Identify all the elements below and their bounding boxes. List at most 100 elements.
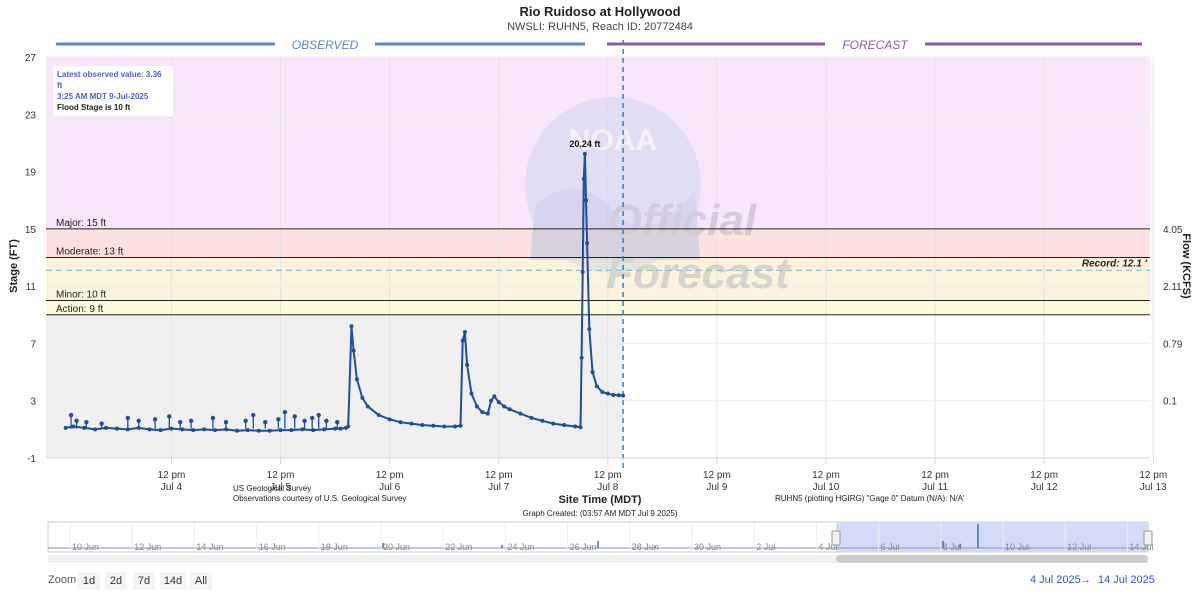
data-point bbox=[234, 428, 239, 433]
data-point bbox=[453, 424, 458, 429]
data-point bbox=[573, 424, 578, 429]
threshold-lines: Major: 15 ft Moderate: 13 ft Minor: 10 ft A… bbox=[46, 40, 1150, 470]
spike-point bbox=[125, 415, 131, 421]
data-point bbox=[420, 423, 425, 428]
data-point bbox=[245, 428, 250, 433]
zoom-1d-button[interactable]: 1d bbox=[78, 572, 100, 590]
y-axis-title-wrap: Stage (FT) bbox=[4, 230, 24, 310]
navigator-label: 6 Jul bbox=[881, 542, 900, 552]
navigator-handle[interactable] bbox=[831, 530, 841, 546]
record-label: Record: 12.1 ' bbox=[1082, 258, 1148, 269]
x-tick-label: 12 pm bbox=[921, 470, 949, 481]
range-arrow: → bbox=[1080, 574, 1091, 586]
data-point bbox=[518, 411, 523, 416]
data-point bbox=[71, 424, 76, 429]
zoom-2d-button[interactable]: 2d bbox=[105, 572, 127, 590]
scrollbar-track bbox=[48, 555, 1148, 563]
navigator-label: 14 Jul bbox=[1129, 542, 1153, 552]
data-point bbox=[322, 427, 327, 432]
data-point bbox=[158, 428, 163, 433]
navigator-label: 12 Jun bbox=[134, 542, 161, 552]
navigator-label: 10 Jun bbox=[72, 542, 99, 552]
data-point bbox=[300, 427, 305, 432]
navigator-label: 26 Jun bbox=[570, 542, 597, 552]
y2-axis-title-wrap: Flow (KCFS) bbox=[1176, 230, 1196, 310]
zoom-all-button[interactable]: All bbox=[190, 572, 212, 590]
data-point bbox=[582, 151, 587, 156]
chart-title: Rio Ruidoso at Hollywood bbox=[519, 4, 681, 19]
x-tick-label: Jul 4 bbox=[161, 482, 183, 493]
data-point bbox=[605, 391, 610, 396]
datum-note: RUHN5 (plotting HGIRG) "Gage 0" Datum (N… bbox=[775, 494, 965, 503]
zoom-label: Zoom bbox=[48, 574, 77, 586]
spike-point bbox=[251, 412, 256, 418]
data-point bbox=[551, 421, 556, 426]
data-point bbox=[267, 428, 272, 433]
threshold-label-moderate: Moderate: 13 ft bbox=[56, 247, 123, 258]
zoom-7d-button[interactable]: 7d bbox=[133, 572, 155, 590]
y2-tick-label: 2.11 bbox=[1163, 282, 1182, 293]
data-point bbox=[376, 413, 381, 418]
data-point bbox=[587, 327, 592, 332]
y2-tick-label: 4.05 bbox=[1163, 225, 1183, 236]
data-point bbox=[387, 417, 392, 422]
data-point bbox=[256, 428, 261, 433]
data-point bbox=[311, 428, 316, 433]
data-point bbox=[496, 400, 501, 405]
data-point bbox=[349, 324, 354, 329]
band-4 bbox=[46, 314, 624, 458]
y2-tick-label: 0.1 bbox=[1163, 397, 1177, 408]
navigator-handle[interactable] bbox=[1143, 530, 1153, 546]
data-point bbox=[507, 407, 512, 412]
data-point bbox=[492, 394, 497, 399]
scrollbar-thumb[interactable] bbox=[836, 555, 1148, 563]
x-tick-label: Jul 10 bbox=[813, 482, 840, 493]
data-point bbox=[590, 370, 595, 375]
range-from[interactable]: 4 Jul 2025 bbox=[1030, 574, 1081, 586]
info-box: Latest observed value: 3.36 ft 3:25 AM M… bbox=[53, 66, 173, 116]
spike-point bbox=[324, 418, 329, 423]
data-point bbox=[409, 421, 414, 426]
x-tick-label: Jul 5 bbox=[270, 482, 292, 493]
band-3 bbox=[46, 300, 1150, 315]
data-point bbox=[581, 176, 586, 181]
spike-point bbox=[302, 418, 307, 423]
data-point bbox=[460, 338, 465, 343]
spike-point bbox=[84, 419, 89, 425]
spike-point bbox=[292, 414, 297, 419]
x-tick-label: 12 pm bbox=[703, 470, 731, 481]
y-tick-label: 19 bbox=[25, 168, 37, 179]
data-point bbox=[584, 198, 588, 203]
x-tick-label: Jul 9 bbox=[706, 482, 728, 493]
y-tick-label: 11 bbox=[26, 282, 37, 293]
x-tick-label: 12 pm bbox=[485, 470, 513, 481]
spike-point bbox=[276, 417, 281, 422]
data-point bbox=[480, 410, 485, 415]
range-to[interactable]: 14 Jul 2025 bbox=[1098, 574, 1155, 586]
band-0 bbox=[46, 57, 1150, 229]
data-point bbox=[529, 415, 534, 420]
data-point bbox=[485, 411, 490, 416]
data-point bbox=[398, 420, 403, 425]
latest-value: Latest observed value: 3.36 ft bbox=[57, 70, 162, 90]
data-point bbox=[169, 426, 174, 431]
data-point bbox=[540, 418, 545, 423]
credit-observations: Observations courtesy of U.S. Geological… bbox=[233, 494, 407, 503]
data-point bbox=[333, 426, 338, 431]
x-tick-label: Jul 6 bbox=[379, 482, 401, 493]
data-point bbox=[202, 427, 207, 432]
data-point bbox=[621, 393, 626, 398]
navigator-label: 10 Jul bbox=[1005, 542, 1029, 552]
spike-point bbox=[177, 419, 183, 425]
data-point bbox=[465, 362, 470, 367]
x-tick-label: 12 pm bbox=[1030, 470, 1058, 481]
zoom-14d-button[interactable]: 14d bbox=[160, 572, 186, 590]
x-tick-label: 12 pm bbox=[158, 470, 186, 481]
x-tick-label: 12 pm bbox=[376, 470, 404, 481]
y2-tick-label: 0.79 bbox=[1163, 339, 1183, 350]
data-point bbox=[579, 355, 584, 360]
data-point bbox=[442, 424, 447, 429]
y-tick-label: 3 bbox=[30, 397, 36, 408]
data-point bbox=[616, 393, 621, 398]
credit-usgs: US Geological Survey bbox=[233, 484, 312, 493]
